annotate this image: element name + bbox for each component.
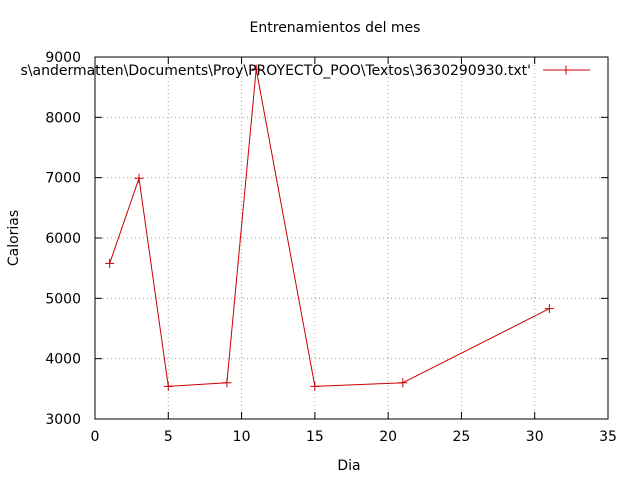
x-axis-ticks: 0 5 10 15 20 25 30 35 bbox=[91, 57, 617, 445]
data-point-marker bbox=[398, 378, 408, 388]
series-line bbox=[109, 69, 550, 387]
x-tick-label: 35 bbox=[599, 429, 617, 445]
data-point-marker bbox=[222, 378, 232, 388]
x-tick-label: 5 bbox=[164, 429, 173, 445]
y-tick-label: 7000 bbox=[45, 171, 81, 187]
data-point-marker bbox=[163, 381, 173, 391]
chart-title: Entrenamientos del mes bbox=[250, 20, 421, 36]
y-tick-label: 9000 bbox=[45, 50, 81, 66]
x-tick-label: 15 bbox=[306, 429, 324, 445]
y-tick-label: 5000 bbox=[45, 291, 81, 307]
series-group bbox=[105, 64, 554, 391]
x-tick-label: 0 bbox=[91, 429, 100, 445]
data-point-marker bbox=[544, 304, 554, 314]
data-point-marker bbox=[310, 381, 320, 391]
y-tick-label: 3000 bbox=[45, 412, 81, 428]
data-point-marker bbox=[251, 64, 261, 74]
y-tick-label: 8000 bbox=[45, 110, 81, 126]
y-tick-label: 4000 bbox=[45, 352, 81, 368]
y-axis-ticks: 3000 4000 5000 6000 7000 8000 9000 bbox=[45, 50, 608, 428]
x-axis-label: Dia bbox=[337, 458, 360, 474]
x-tick-label: 20 bbox=[379, 429, 397, 445]
x-tick-label: 30 bbox=[526, 429, 544, 445]
grid-lines bbox=[95, 57, 608, 419]
data-point-marker bbox=[105, 258, 115, 268]
legend-entry-marker bbox=[561, 65, 571, 75]
legend-entry-label: s\andermatten\Documents\Proy\PROYECTO_PO… bbox=[20, 63, 531, 79]
data-point-marker bbox=[134, 173, 144, 183]
x-tick-label: 25 bbox=[453, 429, 471, 445]
y-axis-label: Calorias bbox=[6, 210, 22, 266]
y-tick-label: 6000 bbox=[45, 231, 81, 247]
x-tick-label: 10 bbox=[233, 429, 251, 445]
legend: s\andermatten\Documents\Proy\PROYECTO_PO… bbox=[20, 63, 590, 79]
